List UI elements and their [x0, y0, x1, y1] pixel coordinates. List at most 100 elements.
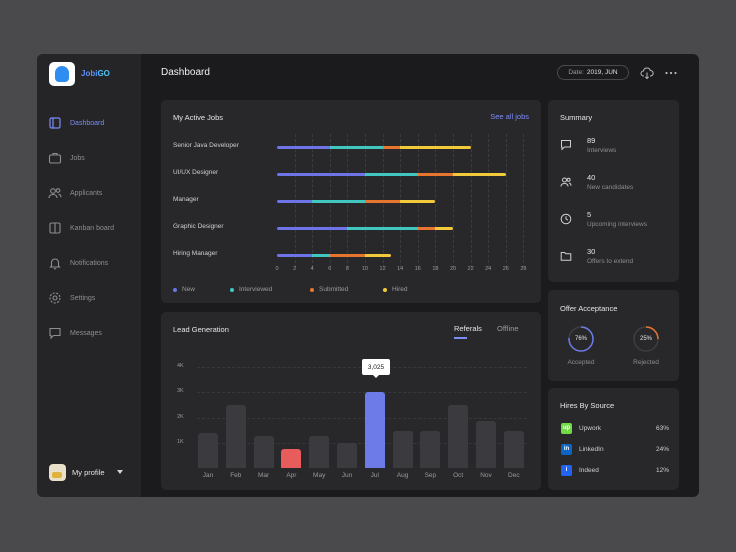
sidebar-item-dashboard[interactable]: Dashboard	[48, 115, 138, 131]
users-icon	[560, 177, 572, 187]
see-all-jobs-link[interactable]: See all jobs	[490, 112, 529, 121]
sidebar-item-label: Messages	[70, 329, 102, 337]
lead-bar-mar[interactable]	[253, 436, 274, 468]
kanban-icon	[49, 222, 61, 234]
x-tick-label: 16	[414, 266, 421, 272]
hire-source-upwork: up Upwork 63%	[561, 422, 669, 434]
lead-bar-jul[interactable]	[364, 391, 385, 468]
y-tick-label: 2K	[177, 413, 184, 420]
brand-logo[interactable]	[49, 62, 75, 86]
cloud-download-icon[interactable]	[640, 66, 654, 80]
more-options-icon[interactable]	[664, 66, 678, 80]
sidebar-item-applicants[interactable]: Applicants	[48, 185, 138, 201]
month-label: Oct	[453, 472, 464, 479]
month-label: Sep	[424, 472, 437, 479]
job-label[interactable]: UI/UX Designer	[173, 169, 219, 176]
month-label: Dec	[508, 472, 520, 479]
job-bar-segment-interviewed[interactable]	[312, 200, 365, 203]
hire-source-indeed: i Indeed 12%	[561, 464, 669, 476]
sidebar-item-label: Applicants	[70, 189, 103, 197]
legend-dot-hired	[383, 287, 387, 292]
job-bar-segment-interviewed[interactable]	[365, 173, 418, 176]
job-bar-segment-submitted[interactable]	[329, 254, 365, 257]
job-label[interactable]: Hiring Manager	[173, 250, 218, 257]
offer-acceptance-card: Offer Acceptance 76% Accepted 25% Reject…	[548, 290, 679, 381]
job-bar-segment-new[interactable]	[277, 200, 313, 203]
job-bar-segment-interviewed[interactable]	[329, 146, 383, 149]
x-tick-label: 6	[328, 266, 332, 272]
legend-hired: Hired	[383, 286, 408, 293]
sidebar-item-notifications[interactable]: Notifications	[48, 255, 138, 271]
lead-bar-aug[interactable]	[392, 431, 413, 468]
job-bar-segment-interviewed[interactable]	[312, 254, 330, 257]
job-label[interactable]: Manager	[173, 196, 199, 203]
accepted-value: 76%	[574, 336, 587, 342]
lead-bar-oct[interactable]	[448, 404, 469, 468]
job-bar-segment-hired[interactable]	[400, 146, 471, 149]
hires-by-source-title: Hires By Source	[560, 401, 615, 410]
job-bar-segment-hired[interactable]	[400, 200, 436, 203]
sidebar-item-kanban-board[interactable]: Kanban board	[48, 220, 138, 236]
summary-item-interviews: 89 Interviews	[560, 136, 616, 156]
upwork-icon: up	[561, 422, 572, 434]
month-label: Aug	[396, 472, 409, 479]
job-bar-segment-hired[interactable]	[435, 227, 453, 230]
indeed-icon: i	[561, 464, 572, 476]
linkedin-icon: in	[561, 443, 572, 455]
job-bar-segment-new[interactable]	[277, 227, 348, 230]
sidebar-item-settings[interactable]: Settings	[48, 290, 138, 306]
sidebar-item-messages[interactable]: Messages	[48, 325, 138, 341]
rejected-label: Rejected	[633, 359, 659, 366]
job-bar-segment-new[interactable]	[277, 146, 330, 149]
date-picker[interactable]: Date: 2019, JUN	[557, 65, 629, 80]
legend-dot-submitted	[310, 287, 314, 292]
legend-new: New	[173, 286, 195, 293]
month-label: Jun	[341, 472, 353, 479]
lead-bar-nov[interactable]	[476, 421, 496, 468]
job-label[interactable]: Graphic Designer	[173, 223, 224, 230]
lead-bar-apr[interactable]	[281, 449, 302, 468]
accepted-ring	[568, 326, 594, 352]
avatar	[49, 463, 66, 481]
month-label: Jul	[370, 472, 379, 479]
job-bar-segment-new[interactable]	[277, 254, 313, 257]
month-label: Feb	[230, 472, 242, 479]
x-tick-label: 2	[293, 266, 297, 272]
brand-name: JobiGO	[81, 69, 110, 78]
summary-item-upcoming-interviews: 5 Upcoming interviews	[560, 210, 647, 230]
lead-bar-jan[interactable]	[198, 432, 218, 468]
hires-by-source-card: Hires By Source up Upwork 63% in LinkedIn…	[548, 388, 679, 490]
sidebar-item-jobs[interactable]: Jobs	[48, 150, 138, 166]
active-jobs-title: My Active Jobs	[173, 113, 224, 122]
lead-bar-jun[interactable]	[337, 442, 357, 468]
hire-source-linkedin: in LinkedIn 24%	[561, 443, 669, 455]
job-bar-segment-submitted[interactable]	[417, 227, 436, 230]
lead-bar-sep[interactable]	[420, 431, 441, 468]
profile-menu[interactable]: My profile	[49, 462, 134, 482]
job-bar-segment-interviewed[interactable]	[347, 227, 418, 230]
job-bar-segment-submitted[interactable]	[417, 173, 453, 176]
job-bar-segment-submitted[interactable]	[382, 146, 401, 149]
profile-name: My profile	[72, 467, 105, 477]
lead-bar-dec[interactable]	[503, 431, 524, 468]
job-label[interactable]: Senior Java Developer	[173, 142, 239, 149]
date-label: Date:	[568, 69, 584, 76]
job-bar-segment-submitted[interactable]	[365, 200, 401, 203]
chevron-down-icon[interactable]	[116, 470, 123, 474]
lead-bar-may[interactable]	[309, 436, 330, 468]
logo-mark-icon	[55, 66, 69, 82]
job-bar-segment-hired[interactable]	[453, 173, 506, 176]
folder-icon	[560, 252, 572, 261]
x-tick-label: 18	[432, 266, 439, 272]
tab-offline[interactable]: Offline	[497, 324, 519, 333]
rejected-value: 25%	[639, 336, 652, 342]
lead-bar-feb[interactable]	[225, 404, 246, 468]
job-bar-segment-new[interactable]	[277, 173, 365, 176]
grid-line	[435, 134, 437, 268]
offer-acceptance-title: Offer Acceptance	[560, 304, 618, 313]
job-bar-segment-hired[interactable]	[365, 254, 392, 257]
month-label: Mar	[257, 472, 270, 479]
tab-referals[interactable]: Referals	[454, 324, 482, 333]
x-tick-label: 22	[467, 266, 474, 272]
